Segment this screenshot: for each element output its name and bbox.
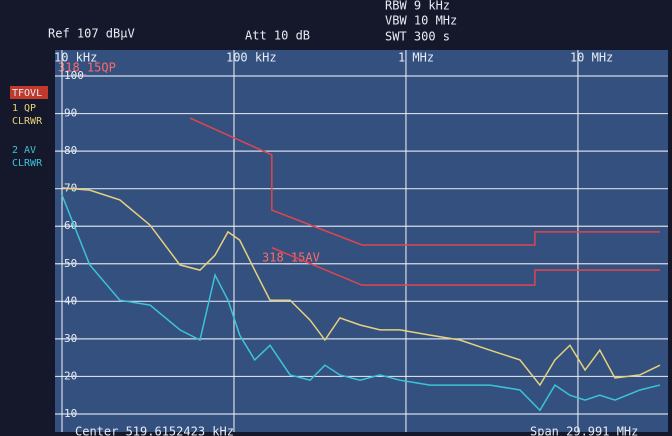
legend-entry: 1 QP xyxy=(12,103,36,114)
y-tick-label: 10 xyxy=(64,407,77,420)
y-tick-label: 80 xyxy=(64,144,77,157)
trace-mode: CLRWR xyxy=(12,116,43,127)
trace-mode: CLRWR xyxy=(12,158,43,169)
y-tick-label: 30 xyxy=(64,332,77,345)
y-tick-label: 50 xyxy=(64,257,77,270)
trace xyxy=(61,194,661,412)
limit-label: 318_15QP xyxy=(58,61,116,75)
overload-label: TFOVL xyxy=(12,88,42,99)
x-tick-label: 10 MHz xyxy=(570,51,613,65)
y-tick-label: 100 xyxy=(64,69,84,82)
x-tick-label: 10 kHz xyxy=(54,51,97,65)
limit-label: 318_15AV xyxy=(262,251,320,265)
legend-entry: 2 AV xyxy=(12,145,36,156)
overload-badge xyxy=(10,86,48,99)
vbw: VBW 10 MHz xyxy=(385,14,457,28)
x-tick-label: 1 MHz xyxy=(398,51,434,65)
y-tick-label: 40 xyxy=(64,294,77,307)
y-tick-label: 60 xyxy=(64,219,77,232)
rbw: RBW 9 kHz xyxy=(385,0,450,13)
center-frequency: Center 519.6152423 kHz xyxy=(75,425,234,436)
trace xyxy=(189,117,660,246)
trace xyxy=(271,246,660,286)
trace xyxy=(61,187,661,387)
attenuation: Att 10 dB xyxy=(245,29,310,43)
ref-level: Ref 107 dBµV xyxy=(48,27,135,41)
plot-background xyxy=(55,50,668,432)
x-tick-label: 100 kHz xyxy=(226,51,277,65)
y-tick-label: 20 xyxy=(64,369,77,382)
y-tick-label: 90 xyxy=(64,107,77,120)
span: Span 29.991 MHz xyxy=(530,425,638,436)
swt: SWT 300 s xyxy=(385,30,450,44)
